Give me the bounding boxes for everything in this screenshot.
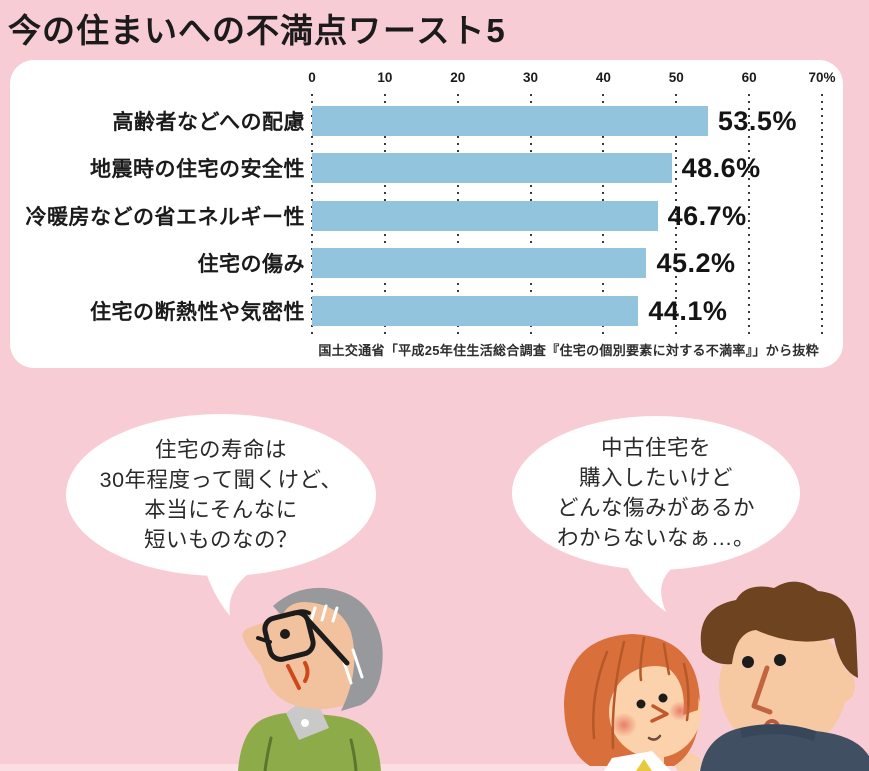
speech-bubble-right-tail: [624, 560, 678, 612]
page-title: 今の住まいへの不満点ワースト5: [8, 4, 848, 52]
speech-bubble-left-tail: [204, 566, 254, 616]
axis-tick-label: 40: [595, 70, 611, 85]
category-label: 高齢者などへの配慮: [112, 111, 305, 134]
chart-row: 冷暖房などの省エネルギー性 46.7%: [10, 201, 830, 231]
chart-panel: 0 10 20 30 40 50 60 70% 高齢者などへの配慮 53.5% 地震時の住宅の…: [10, 60, 843, 368]
young-man-hair: [700, 581, 858, 678]
value-label: 45.2%: [656, 247, 736, 278]
bar-area: 46.7%: [312, 201, 830, 231]
young-woman-blush-right: [669, 701, 691, 721]
page-title-bold: ワースト5: [348, 12, 507, 49]
speech-bubble-left: 住宅の寿命は 30年程度って聞くけど、 本当にそんなに 短いものなの？: [66, 414, 376, 576]
young-man-turtleneck: [700, 728, 869, 771]
bar-area: 44.1%: [312, 296, 830, 326]
chart-rows: 高齢者などへの配慮 53.5% 地震時の住宅の安全性 48.6% 冷暖房などの省…: [10, 60, 843, 368]
elderly-man-eye: [280, 629, 290, 639]
axis-tick-label: 30: [523, 70, 539, 85]
young-woman-face: [609, 666, 701, 758]
axis-ticks: 0 10 20 30 40 50 60 70%: [308, 70, 835, 88]
gridline: [748, 94, 751, 336]
axis-tick-label: 0: [308, 70, 316, 85]
value-label: 53.5%: [717, 105, 797, 136]
page-title-regular: 今の住まいへの不満点: [8, 12, 348, 49]
axis-tick-label: 60: [741, 70, 757, 85]
young-man-face: [719, 620, 847, 752]
bar-area: 45.2%: [312, 248, 830, 278]
category-label: 冷暖房などの省エネルギー性: [25, 206, 305, 229]
young-man-eye-right: [774, 654, 786, 666]
bar-area: 48.6%: [312, 153, 830, 183]
axis-tick-label: 50: [668, 70, 684, 85]
speech-bubble-right: 中古住宅を 購入したいけど どんな傷みがあるか わからないなぁ…。: [512, 416, 800, 570]
young-man-nose: [751, 665, 773, 715]
elderly-man-illustration: [238, 587, 383, 771]
bar: [312, 296, 639, 326]
bar: [312, 106, 708, 136]
young-woman-collar: [604, 751, 671, 771]
category-label: 地震時の住宅の安全性: [90, 158, 305, 181]
bottom-strip: [0, 764, 869, 771]
source-note: 国土交通省「平成25年住生活総合調査『住宅の個別要素に対する不満率』」から抜粋: [318, 343, 819, 358]
axis-tick-label: 10: [377, 70, 393, 85]
young-woman-mouth: [647, 734, 662, 741]
bar-area: 53.5%: [312, 106, 830, 136]
elderly-man-hair: [273, 587, 383, 711]
chart-row: 住宅の断熱性や気密性 44.1%: [10, 296, 830, 326]
young-woman-eye-right: [658, 693, 668, 703]
axis-tick-label: 70%: [808, 70, 836, 85]
axis-tick-label: 20: [450, 70, 466, 85]
bar: [312, 153, 672, 183]
category-label: 住宅の傷み: [197, 253, 305, 276]
young-woman-eye-left: [636, 699, 646, 709]
young-woman-nose: [650, 704, 669, 723]
young-woman-blush-left: [611, 713, 637, 737]
bar: [312, 248, 647, 278]
value-label: 48.6%: [681, 152, 761, 183]
chart-row: 地震時の住宅の安全性 48.6%: [10, 153, 830, 183]
gridline: [821, 94, 823, 336]
chart-row: 高齢者などへの配慮 53.5%: [10, 106, 830, 136]
gridline: [675, 94, 678, 336]
category-label: 住宅の断熱性や気密性: [90, 301, 305, 324]
elderly-man-eyebrow: [291, 609, 311, 616]
elderly-man-sweater: [238, 712, 381, 771]
young-man-eye-left: [742, 656, 754, 668]
young-man-illustration: [700, 581, 869, 771]
chart-row: 住宅の傷み 45.2%: [10, 248, 830, 278]
young-woman-illustration: [564, 634, 701, 771]
value-label: 44.1%: [648, 295, 728, 326]
bar: [312, 201, 658, 231]
value-label: 46.7%: [667, 200, 747, 231]
